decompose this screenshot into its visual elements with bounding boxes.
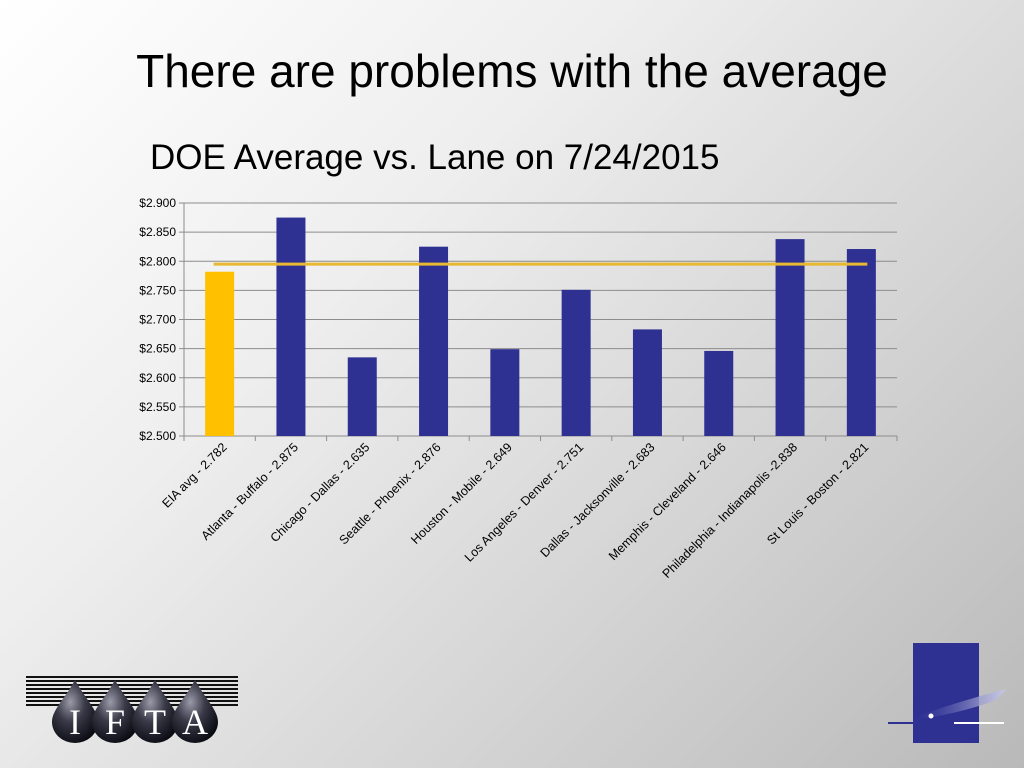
y-axis-ticks: $2.500 $2.550 $2.600 $2.650 $2.700 $2.750 $2.8… xyxy=(139,196,176,443)
bar xyxy=(347,357,377,436)
bar xyxy=(490,349,520,436)
logo-letter-t: T xyxy=(144,702,166,742)
y-tick-label: $2.700 xyxy=(139,313,176,327)
logo-letter-i: I xyxy=(69,702,81,742)
chart-title: DOE Average vs. Lane on 7/24/2015 xyxy=(150,138,720,177)
bar xyxy=(775,239,805,436)
x-tick-label: EIA avg - 2.782 xyxy=(159,440,229,510)
y-tick-label: $2.650 xyxy=(139,342,176,356)
logo-drops xyxy=(52,680,218,743)
y-tick-label: $2.550 xyxy=(139,400,176,414)
y-tick-label: $2.850 xyxy=(139,225,176,239)
bar xyxy=(704,350,734,436)
y-tick-label: $2.900 xyxy=(139,196,176,210)
logo-letter-a: A xyxy=(182,702,208,742)
y-tick-label: $2.500 xyxy=(139,429,176,443)
y-tick-label: $2.600 xyxy=(139,371,176,385)
x-tick-label: Philadelphia - Indianapolis -2.838 xyxy=(660,440,801,581)
bar-chart: $2.500 $2.550 $2.600 $2.650 $2.700 $2.750 $2.8… xyxy=(139,196,898,581)
logo-letters: I F T A xyxy=(69,702,208,742)
ifta-logo: I F T A xyxy=(26,676,238,743)
x-tick-label: Dallas - Jacksonville - 2.683 xyxy=(538,440,658,560)
bar xyxy=(276,217,306,436)
bar xyxy=(846,249,876,436)
y-tick-label: $2.750 xyxy=(139,283,176,297)
corner-logo xyxy=(888,643,1006,743)
bar xyxy=(419,246,449,436)
x-tick-label: Los Angeles - Denver - 2.751 xyxy=(462,440,586,564)
slide-title: There are problems with the average xyxy=(136,45,888,97)
logo-letter-f: F xyxy=(105,702,125,742)
x-tick-label: Memphis - Cleveland - 2.646 xyxy=(606,440,729,563)
bars xyxy=(205,217,876,436)
y-tick-label: $2.800 xyxy=(139,254,176,268)
bar xyxy=(205,271,235,436)
bar xyxy=(632,329,662,436)
logo-stripes xyxy=(26,676,238,706)
bar xyxy=(561,289,591,436)
